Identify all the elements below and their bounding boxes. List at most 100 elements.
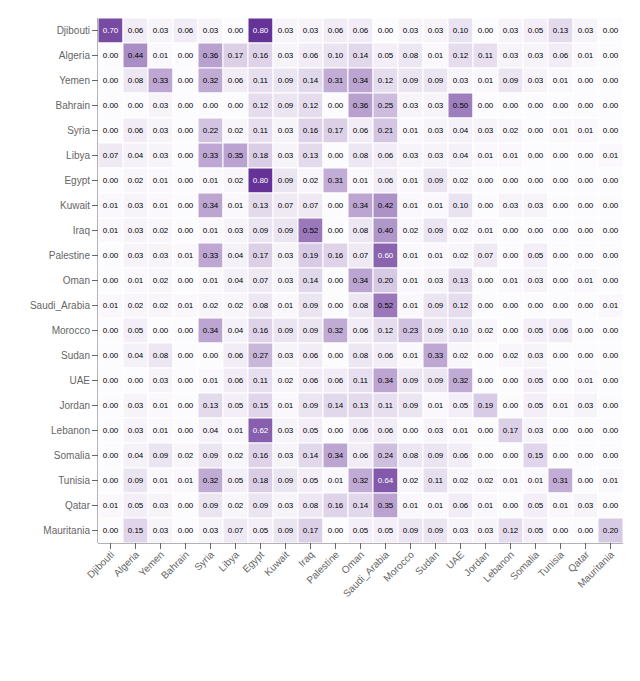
svg-text:0.11: 0.11 xyxy=(428,476,444,485)
svg-text:0.06: 0.06 xyxy=(228,351,244,360)
svg-text:0.04: 0.04 xyxy=(453,151,469,160)
svg-text:Saudi_Arabia: Saudi_Arabia xyxy=(30,300,90,311)
svg-text:0.00: 0.00 xyxy=(178,76,194,85)
svg-text:Tunisia: Tunisia xyxy=(536,549,567,580)
svg-text:0.02: 0.02 xyxy=(503,351,519,360)
svg-text:0.03: 0.03 xyxy=(428,426,444,435)
svg-text:0.03: 0.03 xyxy=(578,501,594,510)
svg-text:0.00: 0.00 xyxy=(603,251,619,260)
svg-text:0.06: 0.06 xyxy=(453,501,469,510)
svg-text:0.01: 0.01 xyxy=(103,501,119,510)
svg-text:0.09: 0.09 xyxy=(203,501,219,510)
svg-text:0.09: 0.09 xyxy=(428,76,444,85)
svg-text:0.09: 0.09 xyxy=(278,76,294,85)
svg-text:0.06: 0.06 xyxy=(378,351,394,360)
svg-text:0.09: 0.09 xyxy=(428,451,444,460)
svg-text:0.32: 0.32 xyxy=(353,476,369,485)
svg-text:0.00: 0.00 xyxy=(528,151,544,160)
svg-text:0.13: 0.13 xyxy=(253,201,269,210)
svg-text:0.40: 0.40 xyxy=(378,226,394,235)
svg-text:0.35: 0.35 xyxy=(378,501,394,510)
svg-text:0.00: 0.00 xyxy=(203,351,219,360)
svg-text:0.00: 0.00 xyxy=(328,526,344,535)
svg-text:0.00: 0.00 xyxy=(578,251,594,260)
svg-text:0.32: 0.32 xyxy=(203,76,219,85)
svg-text:0.05: 0.05 xyxy=(528,401,544,410)
svg-text:0.03: 0.03 xyxy=(528,351,544,360)
svg-text:0.16: 0.16 xyxy=(253,326,269,335)
svg-text:0.02: 0.02 xyxy=(128,301,144,310)
svg-text:Djibouti: Djibouti xyxy=(57,25,90,36)
svg-text:0.05: 0.05 xyxy=(453,401,469,410)
svg-text:0.09: 0.09 xyxy=(303,401,319,410)
svg-text:0.01: 0.01 xyxy=(403,351,419,360)
svg-text:0.03: 0.03 xyxy=(128,251,144,260)
svg-text:0.14: 0.14 xyxy=(303,276,319,285)
svg-text:0.36: 0.36 xyxy=(203,51,219,60)
svg-text:0.01: 0.01 xyxy=(128,276,144,285)
svg-text:0.09: 0.09 xyxy=(278,476,294,485)
svg-text:0.01: 0.01 xyxy=(578,126,594,135)
svg-text:0.17: 0.17 xyxy=(328,126,344,135)
svg-text:0.03: 0.03 xyxy=(403,151,419,160)
svg-text:0.52: 0.52 xyxy=(378,301,394,310)
svg-text:0.13: 0.13 xyxy=(353,401,369,410)
svg-text:0.03: 0.03 xyxy=(303,26,319,35)
svg-text:0.27: 0.27 xyxy=(253,351,269,360)
svg-text:0.03: 0.03 xyxy=(278,26,294,35)
svg-text:0.00: 0.00 xyxy=(178,226,194,235)
svg-text:0.00: 0.00 xyxy=(603,451,619,460)
svg-text:0.01: 0.01 xyxy=(203,376,219,385)
svg-text:0.23: 0.23 xyxy=(403,326,419,335)
svg-text:0.31: 0.31 xyxy=(328,76,344,85)
svg-text:0.00: 0.00 xyxy=(178,326,194,335)
svg-text:0.00: 0.00 xyxy=(328,151,344,160)
svg-text:0.01: 0.01 xyxy=(328,476,344,485)
svg-text:0.09: 0.09 xyxy=(278,526,294,535)
svg-text:0.09: 0.09 xyxy=(253,501,269,510)
svg-text:0.09: 0.09 xyxy=(403,401,419,410)
svg-text:0.01: 0.01 xyxy=(428,251,444,260)
svg-text:Syria: Syria xyxy=(192,549,216,573)
svg-text:0.03: 0.03 xyxy=(278,151,294,160)
svg-text:0.00: 0.00 xyxy=(128,376,144,385)
svg-text:0.00: 0.00 xyxy=(178,201,194,210)
svg-text:0.00: 0.00 xyxy=(103,376,119,385)
svg-text:0.00: 0.00 xyxy=(103,251,119,260)
svg-text:Bahrain: Bahrain xyxy=(56,100,90,111)
svg-text:0.06: 0.06 xyxy=(128,26,144,35)
svg-text:0.05: 0.05 xyxy=(528,326,544,335)
svg-text:0.08: 0.08 xyxy=(303,501,319,510)
svg-text:0.01: 0.01 xyxy=(278,401,294,410)
svg-text:0.09: 0.09 xyxy=(428,376,444,385)
svg-text:0.01: 0.01 xyxy=(503,151,519,160)
svg-text:0.60: 0.60 xyxy=(378,251,394,260)
svg-text:0.00: 0.00 xyxy=(403,426,419,435)
svg-text:0.01: 0.01 xyxy=(403,301,419,310)
svg-text:0.15: 0.15 xyxy=(253,401,269,410)
svg-text:0.00: 0.00 xyxy=(603,351,619,360)
svg-text:0.00: 0.00 xyxy=(603,326,619,335)
svg-text:0.06: 0.06 xyxy=(353,326,369,335)
svg-text:0.02: 0.02 xyxy=(478,476,494,485)
svg-text:0.01: 0.01 xyxy=(428,401,444,410)
svg-text:0.14: 0.14 xyxy=(303,451,319,460)
svg-text:0.00: 0.00 xyxy=(103,126,119,135)
svg-text:0.10: 0.10 xyxy=(453,26,469,35)
svg-text:0.00: 0.00 xyxy=(603,76,619,85)
svg-text:0.04: 0.04 xyxy=(228,251,244,260)
svg-text:0.02: 0.02 xyxy=(153,226,169,235)
svg-text:0.00: 0.00 xyxy=(528,126,544,135)
svg-text:0.00: 0.00 xyxy=(578,526,594,535)
svg-text:0.10: 0.10 xyxy=(328,51,344,60)
svg-text:0.01: 0.01 xyxy=(153,426,169,435)
svg-text:0.00: 0.00 xyxy=(528,101,544,110)
svg-text:Palestine: Palestine xyxy=(304,549,341,586)
svg-text:0.03: 0.03 xyxy=(153,501,169,510)
svg-text:0.02: 0.02 xyxy=(203,301,219,310)
svg-text:0.02: 0.02 xyxy=(453,226,469,235)
svg-text:Libya: Libya xyxy=(216,549,241,574)
svg-text:0.16: 0.16 xyxy=(253,51,269,60)
svg-text:0.00: 0.00 xyxy=(178,101,194,110)
svg-text:0.06: 0.06 xyxy=(328,26,344,35)
